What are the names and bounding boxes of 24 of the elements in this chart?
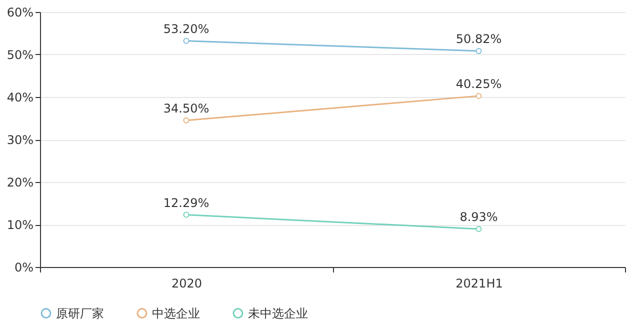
- data-label: 8.93%: [460, 210, 498, 224]
- point: [476, 92, 482, 99]
- x-tick-label: 2021H1: [456, 276, 503, 290]
- point: [476, 48, 482, 54]
- y-tick-label: 10%: [6, 218, 34, 232]
- legend-label: 原研厂家: [56, 306, 104, 320]
- y-tick-label: 50%: [6, 48, 34, 62]
- y-tick-label: 20%: [6, 176, 34, 190]
- x-tick-label: 2020: [171, 276, 202, 290]
- point: [183, 212, 190, 218]
- point: [476, 226, 482, 232]
- point: [183, 117, 190, 124]
- y-tick-label: 40%: [6, 90, 34, 104]
- data-label: 53.20%: [163, 22, 210, 36]
- data-label: 12.29%: [163, 196, 210, 210]
- point: [183, 38, 190, 44]
- legend-label: 中选企业: [152, 306, 200, 320]
- legend-label: 未中选企业: [248, 306, 308, 320]
- y-tick-label: 60%: [6, 6, 34, 20]
- data-label: 34.50%: [163, 101, 210, 116]
- y-tick-label: 0%: [14, 260, 34, 274]
- y-tick-label: 30%: [6, 133, 34, 147]
- data-label: 50.82%: [456, 32, 502, 46]
- data-label: 40.25%: [456, 76, 502, 91]
